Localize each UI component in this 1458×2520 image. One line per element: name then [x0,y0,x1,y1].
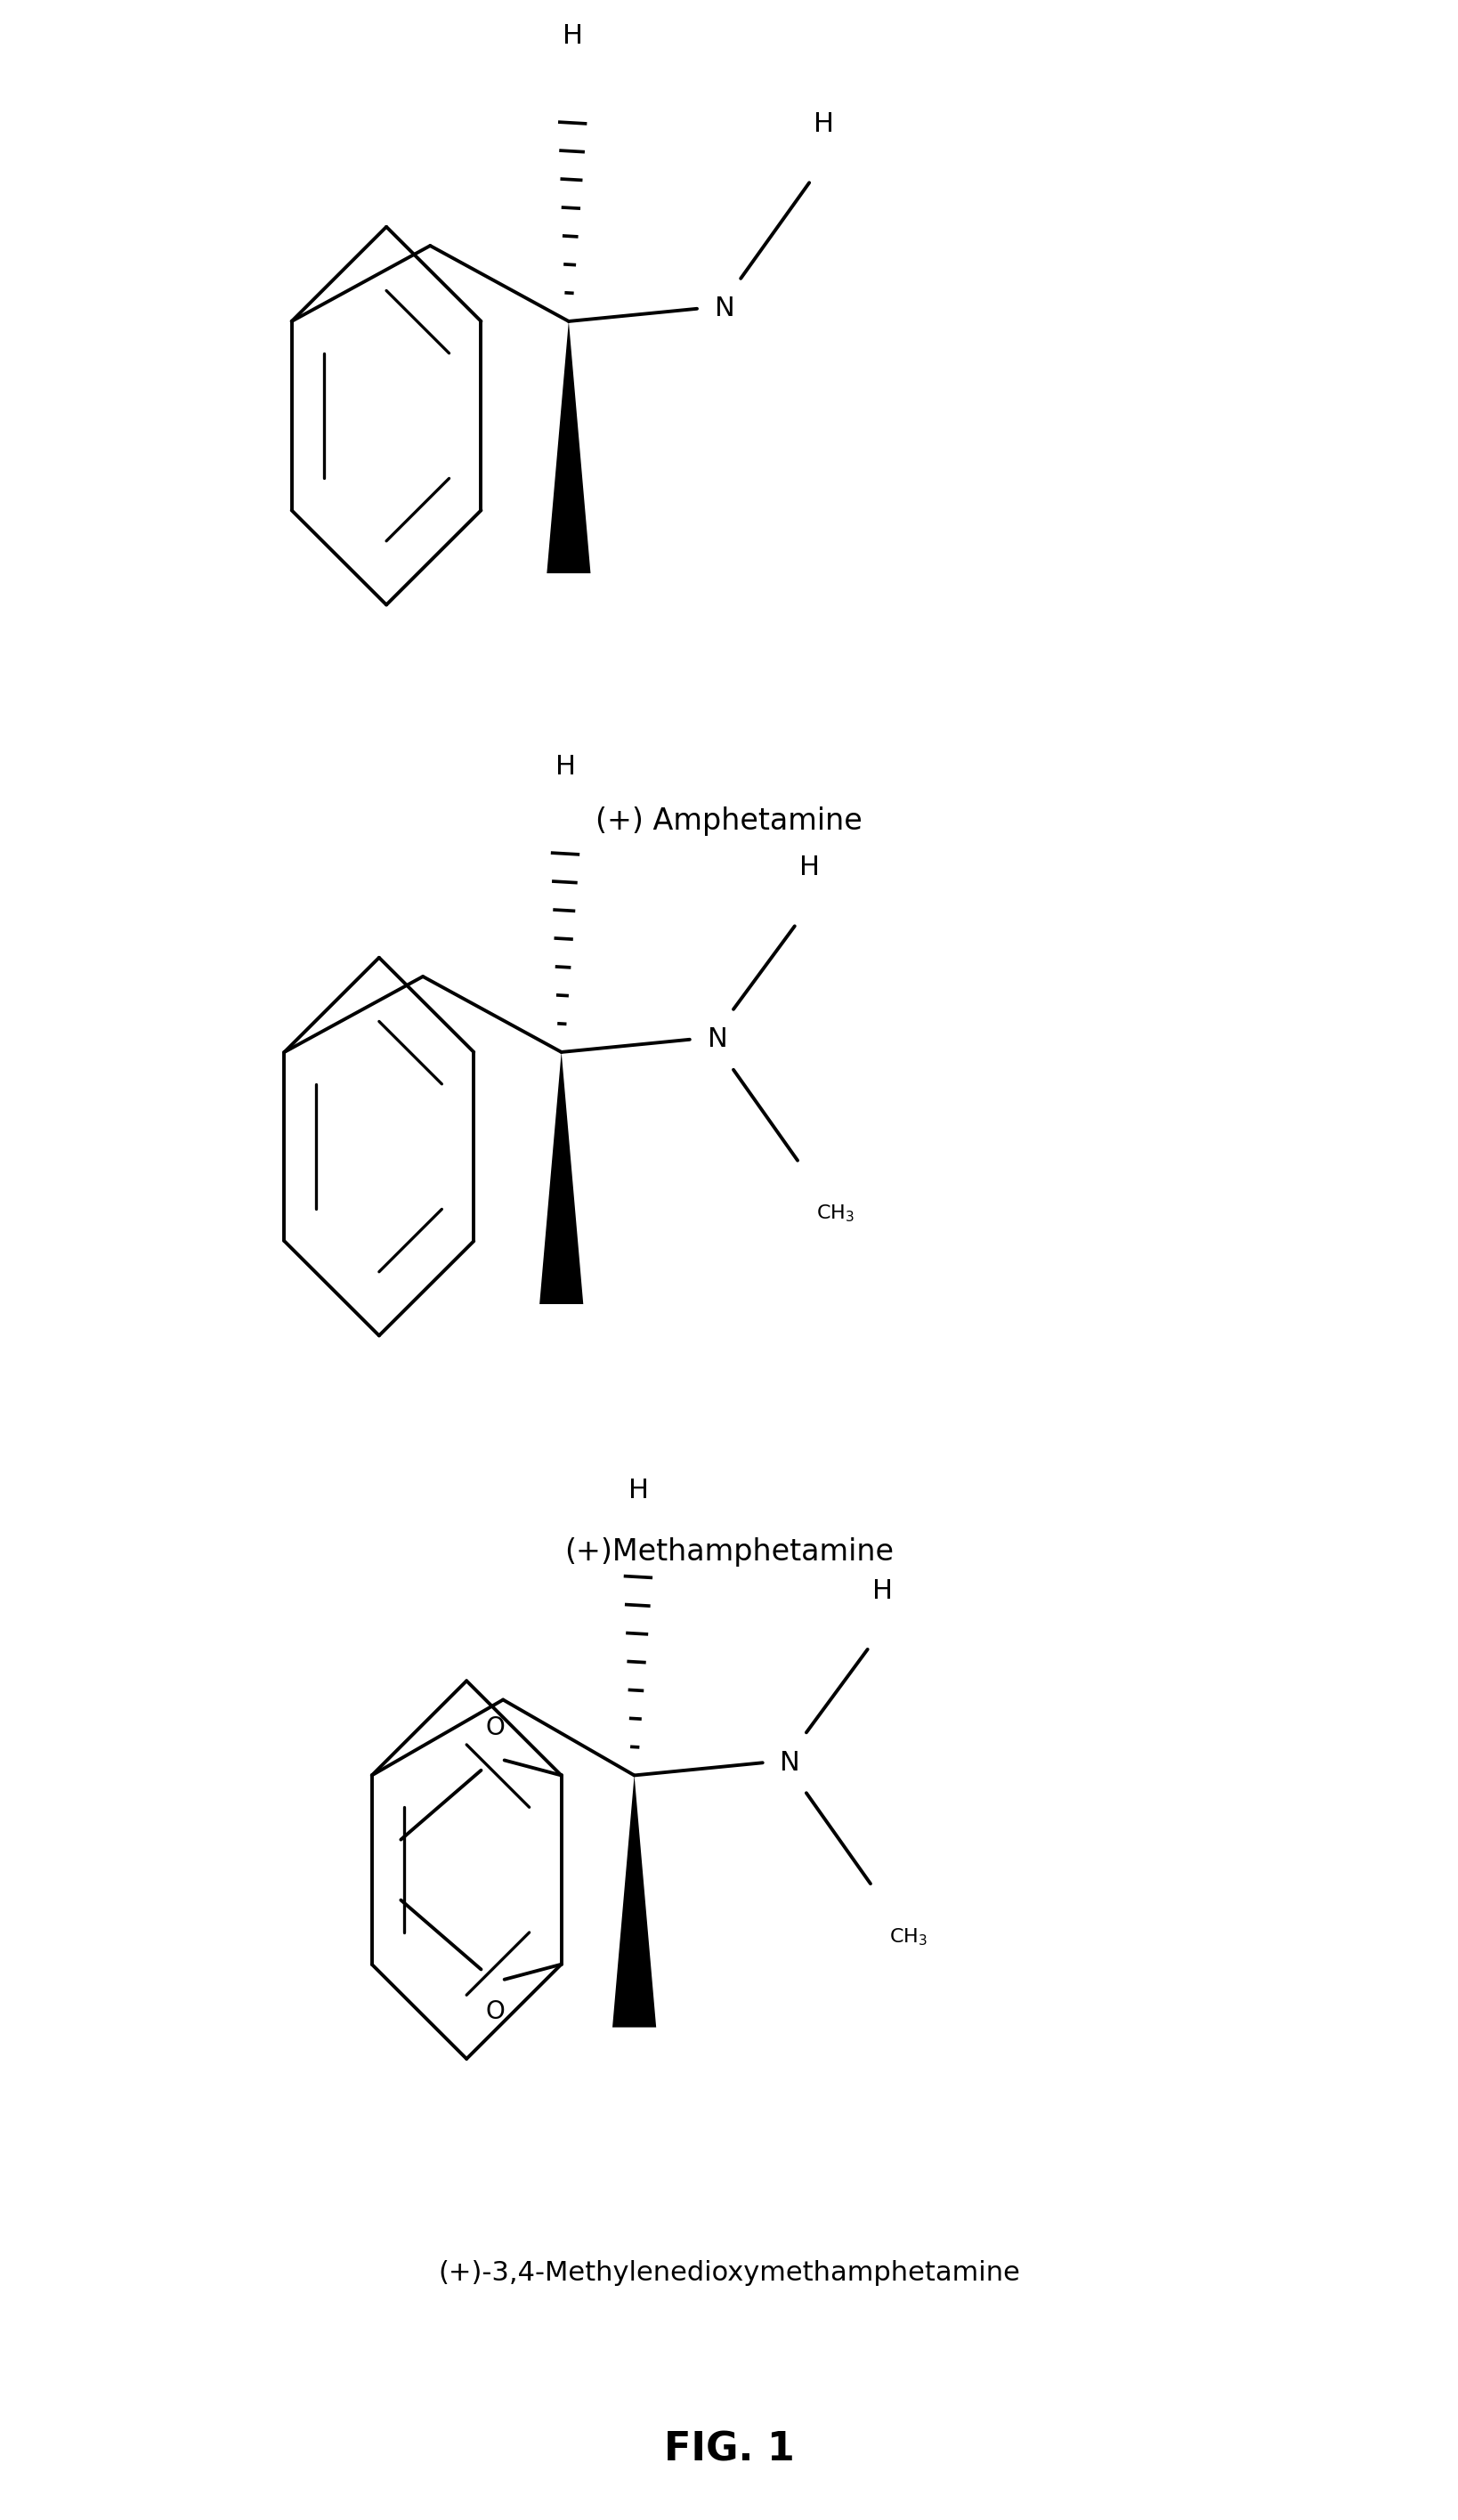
Text: (+)Methamphetamine: (+)Methamphetamine [564,1537,894,1567]
Polygon shape [547,323,590,575]
Polygon shape [612,1774,656,2026]
Text: H: H [799,854,819,879]
Text: H: H [628,1477,649,1502]
Text: O: O [486,1716,506,1739]
Text: N: N [707,1026,728,1053]
Text: H: H [872,1578,892,1605]
Text: O: O [486,2001,506,2024]
Polygon shape [539,1053,583,1305]
Text: (+)-3,4-Methylenedioxymethamphetamine: (+)-3,4-Methylenedioxymethamphetamine [437,2260,1021,2286]
Text: N: N [714,295,735,323]
Text: H: H [814,111,834,136]
Text: CH$_3$: CH$_3$ [889,1928,927,1948]
Text: H: H [555,753,576,781]
Text: (+) Amphetamine: (+) Amphetamine [596,806,862,837]
Text: N: N [780,1749,800,1777]
Text: CH$_3$: CH$_3$ [816,1202,854,1225]
Text: H: H [563,23,583,50]
Text: FIG. 1: FIG. 1 [663,2429,795,2470]
